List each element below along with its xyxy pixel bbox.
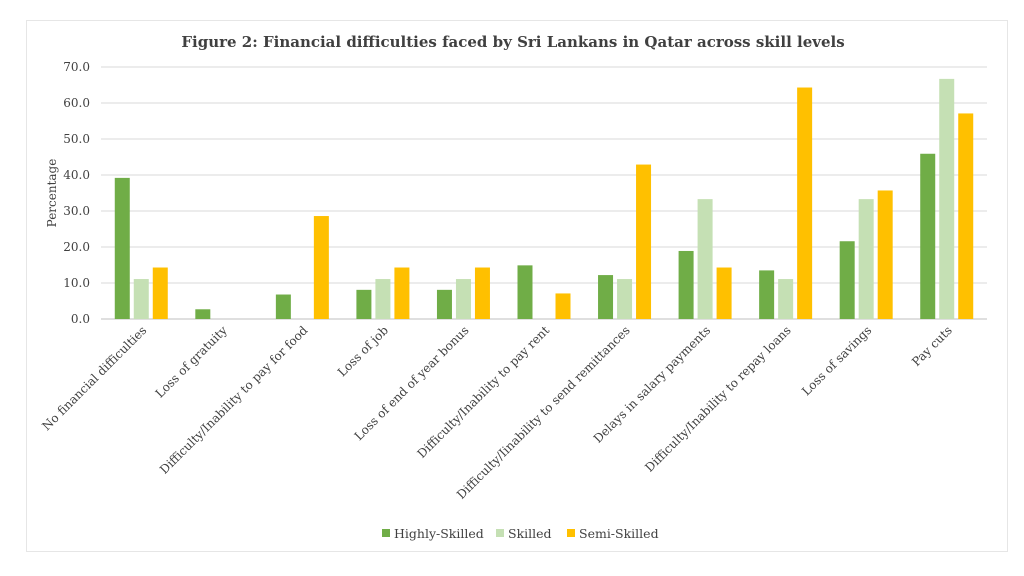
legend-swatch xyxy=(567,529,575,537)
bar xyxy=(114,177,130,319)
bar xyxy=(716,267,732,319)
bar xyxy=(195,309,211,319)
chart-title: Figure 2: Financial difficulties faced b… xyxy=(181,33,844,51)
x-tick-label: Difficulty/Inability to pay rent xyxy=(414,323,552,461)
bar xyxy=(313,216,329,319)
chart-frame xyxy=(26,20,1008,552)
legend-label: Semi-Skilled xyxy=(579,526,659,541)
legend-label: Highly-Skilled xyxy=(394,526,484,541)
bar xyxy=(920,153,936,319)
legend-swatch xyxy=(382,529,390,537)
y-tick-label: 0.0 xyxy=(71,312,90,326)
x-tick-label: Difficulty/Iinability to send remittance… xyxy=(454,323,633,502)
legend-swatch xyxy=(496,529,504,537)
bar xyxy=(275,294,291,319)
bar xyxy=(958,113,974,319)
bar xyxy=(375,279,391,319)
bar xyxy=(455,279,471,319)
bar xyxy=(356,289,372,319)
bar xyxy=(877,190,893,319)
bar xyxy=(598,275,614,319)
bar-series xyxy=(114,78,974,320)
bar xyxy=(517,265,533,319)
bar xyxy=(939,78,955,319)
x-tick-labels: No financial difficulties Loss of gratuit… xyxy=(39,323,954,502)
gridlines xyxy=(101,66,987,320)
bar xyxy=(778,279,794,319)
legend-label: Skilled xyxy=(508,526,552,541)
bar xyxy=(839,241,855,319)
x-tick-label: Pay cuts xyxy=(909,323,955,369)
bar xyxy=(555,293,571,319)
bar xyxy=(436,289,452,319)
x-tick-label: No financial difficulties xyxy=(39,323,149,433)
bar xyxy=(474,267,490,319)
bar xyxy=(133,279,149,319)
y-tick-labels: 0.0 10.0 20.0 30.0 40.0 50.0 60.0 70.0 xyxy=(63,60,90,326)
bar xyxy=(636,164,652,319)
bar xyxy=(678,250,694,319)
x-tick-label: Loss of job xyxy=(335,323,391,379)
x-tick-label: Difficulty/Inability to pay for food xyxy=(157,323,311,477)
bar xyxy=(697,199,713,319)
bar xyxy=(797,87,813,320)
bar xyxy=(858,199,874,319)
y-tick-label: 10.0 xyxy=(63,276,90,290)
y-tick-label: 40.0 xyxy=(63,168,90,182)
bar xyxy=(617,279,633,319)
x-tick-label: Difficulty/Inability to repay loans xyxy=(642,323,793,474)
bar xyxy=(394,267,410,319)
bar xyxy=(152,267,168,319)
x-tick-label: Loss of gratuity xyxy=(153,323,230,400)
y-tick-label: 30.0 xyxy=(63,204,90,218)
y-tick-label: 20.0 xyxy=(63,240,90,254)
y-axis-label: Percentage xyxy=(45,159,59,228)
y-tick-label: 70.0 xyxy=(63,60,90,74)
y-tick-label: 50.0 xyxy=(63,132,90,146)
y-tick-label: 60.0 xyxy=(63,96,90,110)
x-tick-label: Loss of savings xyxy=(799,323,874,398)
bar xyxy=(759,270,775,319)
legend: Highly-Skilled Skilled Semi-Skilled xyxy=(382,526,659,541)
